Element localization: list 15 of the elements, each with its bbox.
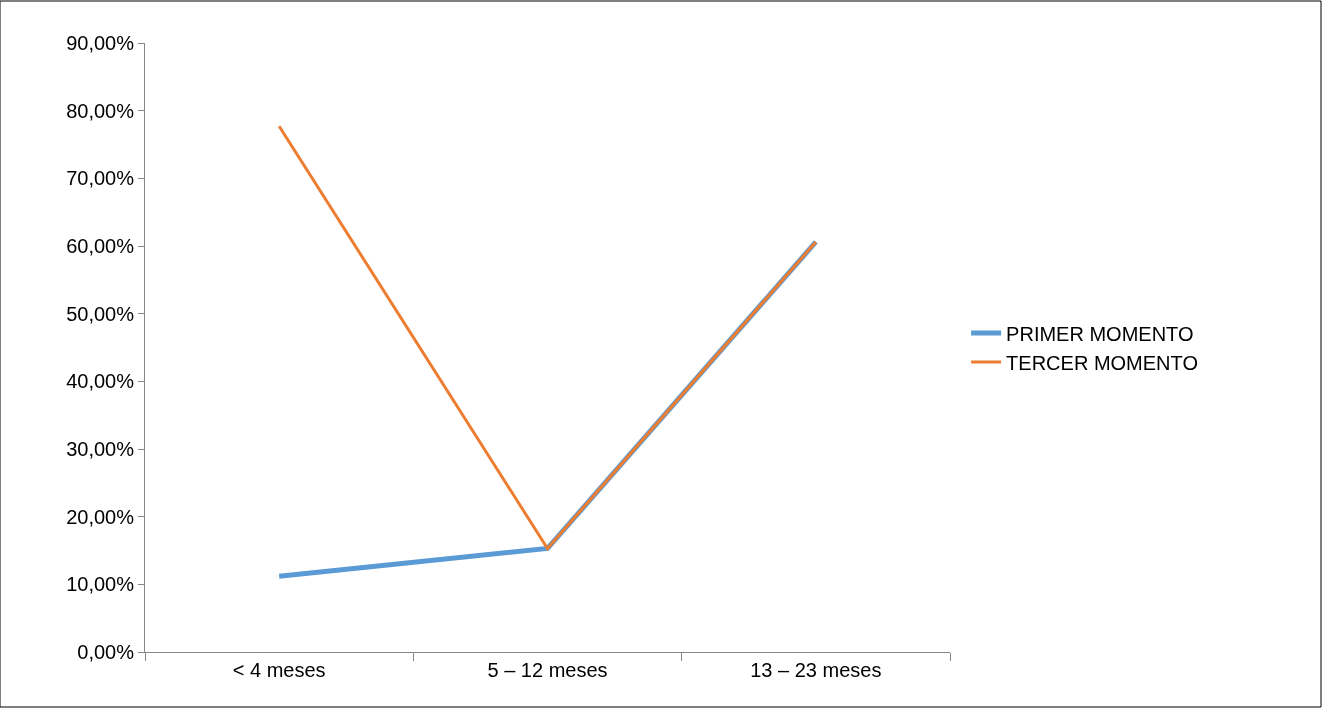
y-tick-label: 30,00% [66, 438, 135, 460]
y-tick-label: 90,00% [66, 32, 135, 54]
legend-label: PRIMER MOMENTO [1006, 322, 1194, 345]
y-tick-label: 10,00% [66, 573, 135, 596]
y-tick-label: 20,00% [66, 505, 135, 528]
legend-label: TERCER MOMENTO [1006, 351, 1198, 374]
y-tick-label: 80,00% [66, 99, 135, 122]
y-tick-label: 70,00% [66, 167, 135, 190]
y-tick-label: 50,00% [66, 302, 135, 325]
x-tick-label: 13 – 23 meses [750, 659, 882, 681]
y-tick-label: 0,00% [77, 641, 135, 663]
x-tick-label: 5 – 12 meses [487, 659, 608, 681]
y-tick-label: 60,00% [66, 235, 135, 257]
y-tick-label: 40,00% [66, 370, 135, 393]
x-tick-label: < 4 meses [232, 659, 326, 681]
